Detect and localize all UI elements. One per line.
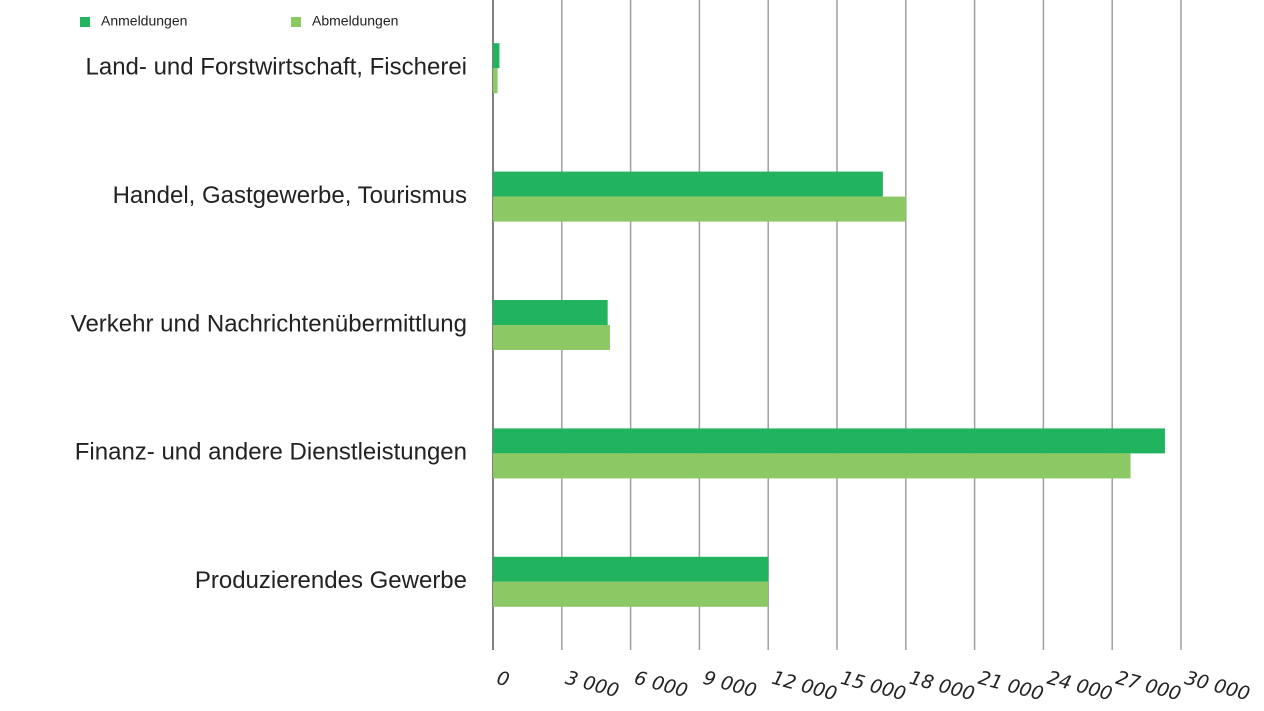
legend-swatch: [291, 17, 301, 27]
bar: [493, 428, 1165, 454]
bar: [493, 300, 608, 325]
legend-label: Anmeldungen: [101, 13, 187, 29]
x-tick-label: 9 000: [701, 667, 759, 702]
category-label: Handel, Gastgewerbe, Tourismus: [113, 182, 467, 209]
bar: [493, 581, 769, 607]
category-label: Finanz- und andere Dienstleistungen: [75, 439, 467, 466]
category-label: Produzierendes Gewerbe: [195, 567, 467, 594]
x-tick-label: 0: [494, 667, 511, 691]
bar: [493, 43, 500, 69]
bar: [493, 453, 1131, 479]
category-label: Land- und Forstwirtschaft, Fischerei: [86, 54, 467, 81]
x-tick-label: 15 000: [838, 667, 908, 705]
x-tick-label: 6 000: [632, 667, 690, 702]
bar: [493, 196, 906, 222]
category-label: Verkehr und Nachrichtenübermittlung: [71, 310, 467, 337]
bar: [493, 325, 610, 350]
x-tick-label: 24 000: [1045, 667, 1115, 705]
legend-swatch: [80, 17, 90, 27]
x-tick-label: 12 000: [769, 667, 839, 705]
x-tick-label: 18 000: [907, 667, 977, 705]
x-tick-label: 30 000: [1182, 667, 1252, 705]
legend-label: Abmeldungen: [312, 13, 398, 29]
x-tick-label: 27 000: [1113, 667, 1183, 705]
x-tick-label: 3 000: [563, 667, 621, 702]
bar: [493, 171, 883, 197]
bar: [493, 556, 769, 582]
bar: [493, 68, 498, 94]
x-tick-label: 21 000: [976, 667, 1046, 705]
